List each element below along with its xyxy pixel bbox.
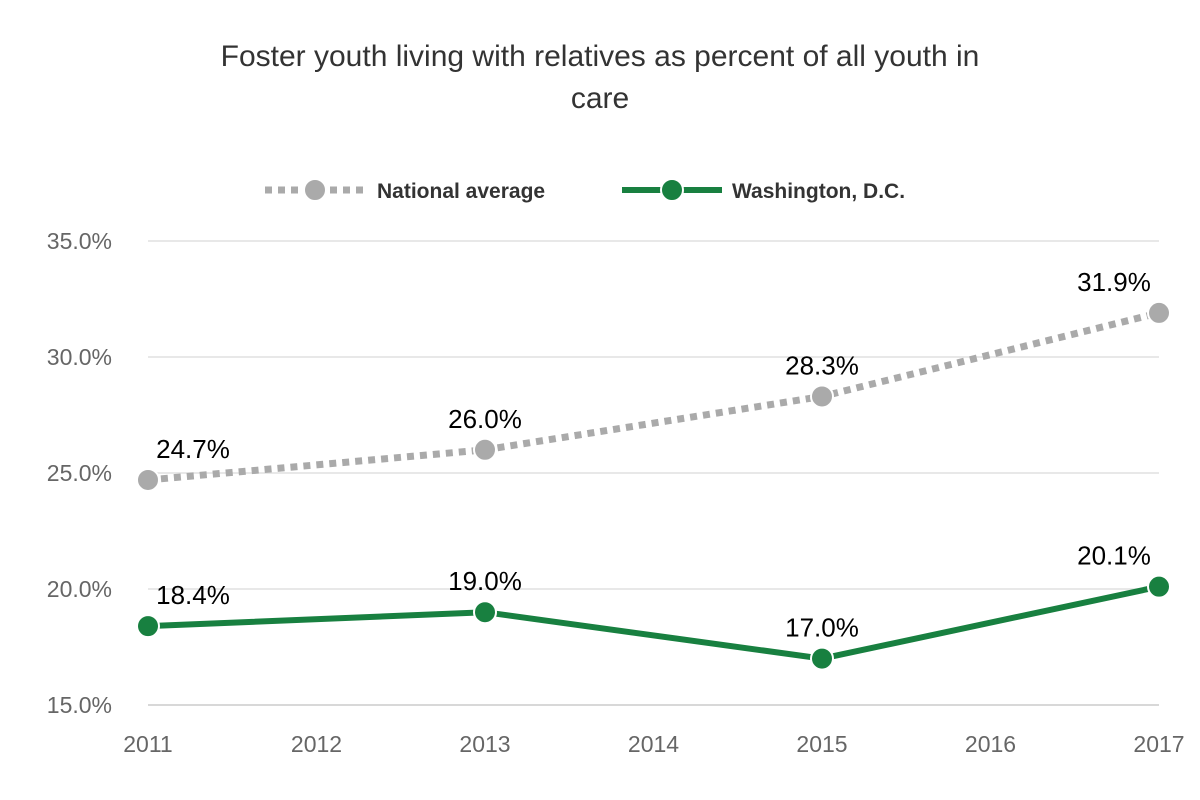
data-point — [136, 614, 160, 639]
data-label: 20.1% — [1077, 541, 1151, 571]
data-point — [810, 384, 834, 409]
legend-marker — [660, 178, 684, 202]
data-label: 18.4% — [156, 580, 230, 610]
data-point — [1147, 574, 1171, 599]
data-point — [1147, 300, 1171, 325]
data-point — [473, 600, 497, 625]
legend-marker — [303, 178, 327, 202]
chart-title-line-1: Foster youth living with relatives as pe… — [221, 40, 980, 73]
data-point — [810, 646, 834, 671]
x-tick-label: 2014 — [628, 731, 679, 757]
legend-label: Washington, D.C. — [732, 180, 905, 203]
series-national-average: 24.7% 26.0% 28.3% 31.9% — [136, 267, 1171, 492]
y-tick-label: 30.0% — [47, 344, 112, 370]
data-label: 31.9% — [1077, 267, 1151, 297]
series-washington-d-c-: 18.4% 19.0% 17.0% 20.1% — [136, 541, 1171, 671]
y-tick-label: 20.0% — [47, 576, 112, 602]
x-tick-label: 2015 — [796, 731, 847, 757]
y-tick-label: 35.0% — [47, 228, 112, 254]
chart-title-line-2: care — [571, 82, 629, 115]
x-tick-label: 2012 — [291, 731, 342, 757]
data-point — [473, 437, 497, 462]
data-point — [136, 467, 160, 492]
data-label: 26.0% — [448, 404, 522, 434]
y-tick-label: 25.0% — [47, 460, 112, 486]
x-tick-label: 2013 — [459, 731, 510, 757]
legend-label: National average — [377, 180, 545, 203]
data-label: 24.7% — [156, 434, 230, 464]
series-line — [147, 309, 1160, 484]
x-tick-label: 2016 — [965, 731, 1016, 757]
data-label: 19.0% — [448, 566, 522, 596]
data-label: 17.0% — [785, 613, 859, 643]
x-tick-label: 2017 — [1133, 731, 1184, 757]
data-label: 28.3% — [785, 350, 859, 380]
y-tick-label: 15.0% — [47, 692, 112, 718]
series-line — [147, 583, 1160, 662]
x-tick-label: 2011 — [123, 731, 172, 757]
